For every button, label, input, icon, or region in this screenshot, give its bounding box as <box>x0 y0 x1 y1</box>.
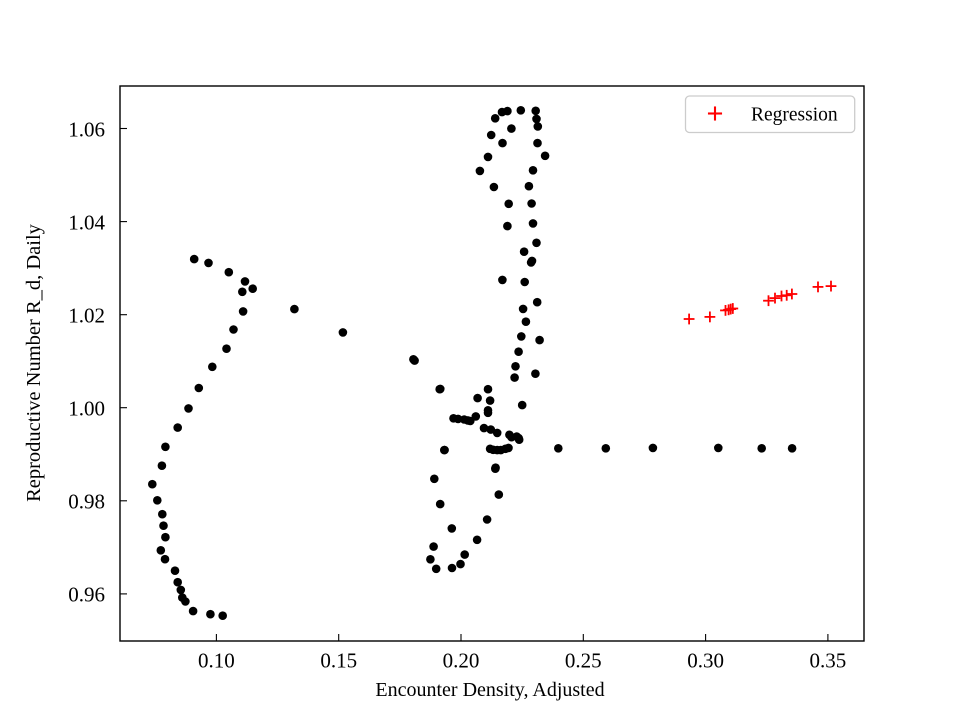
svg-text:0.25: 0.25 <box>565 649 602 673</box>
svg-text:Regression: Regression <box>751 105 838 126</box>
svg-text:Reproductive Number R_d, Daily: Reproductive Number R_d, Daily <box>23 223 45 502</box>
svg-text:0.30: 0.30 <box>687 649 724 673</box>
svg-text:0.15: 0.15 <box>320 649 357 673</box>
svg-text:1.06: 1.06 <box>68 117 105 141</box>
svg-text:1.02: 1.02 <box>68 303 105 327</box>
svg-text:0.20: 0.20 <box>443 649 480 673</box>
svg-text:0.98: 0.98 <box>68 490 105 514</box>
svg-text:1.04: 1.04 <box>68 210 105 234</box>
svg-text:0.96: 0.96 <box>68 583 105 607</box>
svg-text:0.10: 0.10 <box>198 649 235 673</box>
svg-text:0.35: 0.35 <box>810 649 847 673</box>
svg-text:1.00: 1.00 <box>68 397 105 421</box>
svg-text:Encounter Density, Adjusted: Encounter Density, Adjusted <box>375 679 604 701</box>
